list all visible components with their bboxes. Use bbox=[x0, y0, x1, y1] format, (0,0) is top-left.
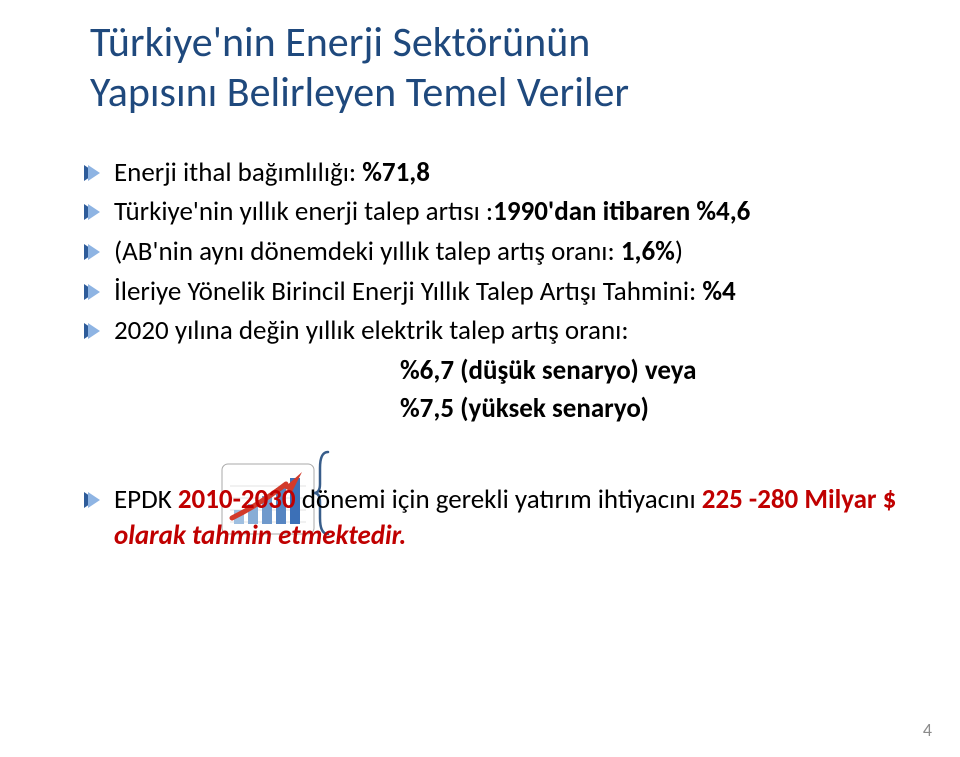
slide: Türkiye'nin Enerji Sektörünün Yapısını B… bbox=[0, 0, 960, 757]
page-number: 4 bbox=[923, 719, 932, 741]
bullet-text: Türkiye'nin yıllık enerji talep artısı : bbox=[114, 195, 493, 228]
bullet-text: Enerji ithal bağımlılığı: bbox=[114, 156, 362, 189]
bullet-text: İleriye Yönelik Birincil Enerji Yıllık T… bbox=[114, 275, 702, 308]
bullet-text: 2020 yılına değin yıllık elektrik talep … bbox=[114, 314, 629, 347]
scenario-low: %6,7 (düşük senaryo) veya bbox=[80, 353, 900, 389]
slide-title: Türkiye'nin Enerji Sektörünün Yapısını B… bbox=[90, 18, 900, 119]
bullet-item: Türkiye'nin yıllık enerji talep artısı :… bbox=[80, 194, 900, 230]
footer-text: EPDK bbox=[114, 483, 178, 516]
bullet-text: ) bbox=[675, 235, 683, 268]
scenario-low-text: %6,7 (düşük senaryo) veya bbox=[400, 354, 696, 387]
bullet-list: Enerji ithal bağımlılığı: %71,8 Türkiye'… bbox=[80, 155, 900, 349]
footer-text: dönemi için gerekli yatırım ihtiyacını bbox=[296, 483, 702, 516]
bullet-item: Enerji ithal bağımlılığı: %71,8 bbox=[80, 155, 900, 191]
bullet-value: %71,8 bbox=[362, 156, 430, 189]
scenario-high: %7,5 (yüksek senaryo) bbox=[80, 391, 900, 427]
scenario-block: %6,7 (düşük senaryo) veya %7,5 (yüksek s… bbox=[80, 353, 900, 426]
footer-highlight: 2010-2030 bbox=[178, 483, 296, 516]
bullet-item: İleriye Yönelik Birincil Enerji Yıllık T… bbox=[80, 274, 900, 310]
bullet-item: (AB'nin aynı dönemdeki yıllık talep artı… bbox=[80, 234, 900, 270]
footer-text-italic: olarak tahmin etmektedir. bbox=[114, 519, 406, 552]
bullet-text: (AB'nin aynı dönemdeki yıllık talep artı… bbox=[114, 235, 621, 268]
bullet-value: 1,6% bbox=[621, 235, 675, 268]
scenario-high-text: %7,5 (yüksek senaryo) bbox=[400, 392, 649, 425]
bullet-value: 1990'dan itibaren %4,6 bbox=[493, 195, 750, 228]
bullet-value: %4 bbox=[702, 275, 735, 308]
footer-highlight: 225 -280 Milyar $ bbox=[702, 483, 897, 516]
bullet-item: 2020 yılına değin yıllık elektrik talep … bbox=[80, 313, 900, 349]
title-line-1: Türkiye'nin Enerji Sektörünün bbox=[90, 17, 590, 68]
title-line-2: Yapısını Belirleyen Temel Veriler bbox=[90, 67, 629, 118]
footer-bullet: EPDK 2010-2030 dönemi için gerekli yatır… bbox=[80, 482, 900, 553]
